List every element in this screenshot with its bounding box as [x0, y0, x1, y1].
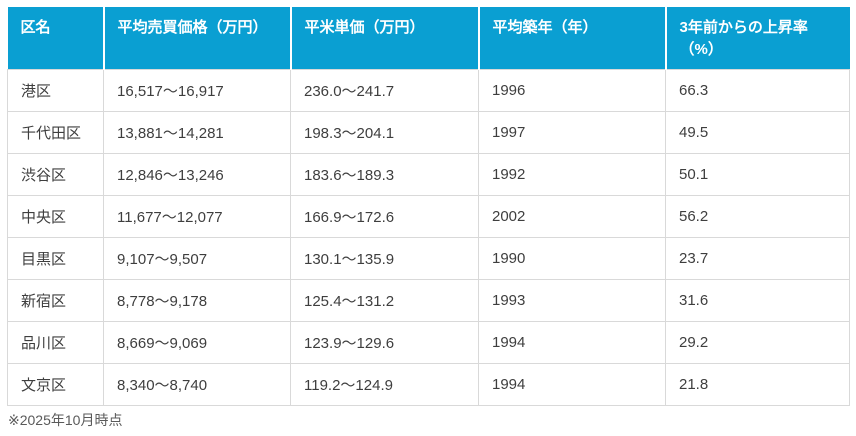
table-row: 文京区 8,340〜8,740 119.2〜124.9 1994 21.8 — [7, 363, 850, 406]
ward-name-cell: 新宿区 — [7, 279, 104, 322]
sale-price-cell: 9,107〜9,507 — [103, 237, 291, 280]
build-year-cell: 1994 — [478, 363, 666, 406]
sale-price-cell: 12,846〜13,246 — [103, 153, 291, 196]
table-row: 渋谷区 12,846〜13,246 183.6〜189.3 1992 50.1 — [7, 153, 850, 196]
rise-rate-cell: 50.1 — [665, 153, 850, 196]
ward-name-cell: 千代田区 — [7, 111, 104, 154]
table-header-row: 区名 平均売買価格（万円） 平米単価（万円） 平均築年（年） 3年前からの上昇率… — [7, 7, 850, 70]
rise-rate-cell: 31.6 — [665, 279, 850, 322]
header-average-sale-price: 平均売買価格（万円） — [103, 7, 292, 70]
ward-name-cell: 目黒区 — [7, 237, 104, 280]
build-year-cell: 1990 — [478, 237, 666, 280]
build-year-cell: 1994 — [478, 321, 666, 364]
sqm-price-cell: 130.1〜135.9 — [290, 237, 479, 280]
sale-price-cell: 8,340〜8,740 — [103, 363, 291, 406]
header-average-build-year: 平均築年（年） — [478, 7, 667, 70]
sale-price-cell: 8,778〜9,178 — [103, 279, 291, 322]
sale-price-cell: 13,881〜14,281 — [103, 111, 291, 154]
sqm-price-cell: 183.6〜189.3 — [290, 153, 479, 196]
ward-name-cell: 渋谷区 — [7, 153, 104, 196]
table-row: 港区 16,517〜16,917 236.0〜241.7 1996 66.3 — [7, 69, 850, 112]
sqm-price-cell: 125.4〜131.2 — [290, 279, 479, 322]
table-row: 中央区 11,677〜12,077 166.9〜172.6 2002 56.2 — [7, 195, 850, 238]
ward-price-table: 区名 平均売買価格（万円） 平米単価（万円） 平均築年（年） 3年前からの上昇率… — [7, 7, 850, 406]
footnote: ※2025年10月時点 — [8, 412, 123, 428]
sqm-price-cell: 198.3〜204.1 — [290, 111, 479, 154]
table-row: 千代田区 13,881〜14,281 198.3〜204.1 1997 49.5 — [7, 111, 850, 154]
build-year-cell: 1996 — [478, 69, 666, 112]
rise-rate-cell: 29.2 — [665, 321, 850, 364]
ward-name-cell: 文京区 — [7, 363, 104, 406]
ward-name-cell: 港区 — [7, 69, 104, 112]
sqm-price-cell: 123.9〜129.6 — [290, 321, 479, 364]
sale-price-cell: 8,669〜9,069 — [103, 321, 291, 364]
rise-rate-cell: 49.5 — [665, 111, 850, 154]
build-year-cell: 1997 — [478, 111, 666, 154]
header-price-per-sqm: 平米単価（万円） — [290, 7, 480, 70]
sqm-price-cell: 166.9〜172.6 — [290, 195, 479, 238]
rise-rate-cell: 23.7 — [665, 237, 850, 280]
ward-name-cell: 中央区 — [7, 195, 104, 238]
ward-name-cell: 品川区 — [7, 321, 104, 364]
sqm-price-cell: 119.2〜124.9 — [290, 363, 479, 406]
rise-rate-cell: 66.3 — [665, 69, 850, 112]
table-row: 目黒区 9,107〜9,507 130.1〜135.9 1990 23.7 — [7, 237, 850, 280]
build-year-cell: 1993 — [478, 279, 666, 322]
sale-price-cell: 16,517〜16,917 — [103, 69, 291, 112]
header-rise-rate-3yr: 3年前からの上昇率（%） — [665, 7, 850, 70]
rise-rate-cell: 56.2 — [665, 195, 850, 238]
build-year-cell: 2002 — [478, 195, 666, 238]
rise-rate-cell: 21.8 — [665, 363, 850, 406]
build-year-cell: 1992 — [478, 153, 666, 196]
header-ward-name: 区名 — [7, 7, 105, 70]
table-row: 品川区 8,669〜9,069 123.9〜129.6 1994 29.2 — [7, 321, 850, 364]
table-row: 新宿区 8,778〜9,178 125.4〜131.2 1993 31.6 — [7, 279, 850, 322]
sqm-price-cell: 236.0〜241.7 — [290, 69, 479, 112]
sale-price-cell: 11,677〜12,077 — [103, 195, 291, 238]
